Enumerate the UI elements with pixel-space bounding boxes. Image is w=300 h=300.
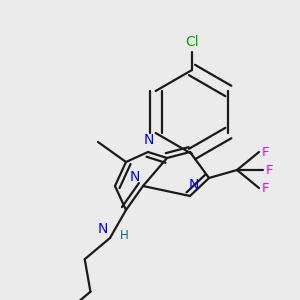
Text: N: N (144, 133, 154, 147)
Text: H: H (120, 229, 128, 242)
Text: N: N (130, 170, 140, 184)
Text: Cl: Cl (185, 35, 199, 49)
Text: F: F (262, 182, 269, 194)
Text: F: F (266, 164, 274, 176)
Text: N: N (98, 222, 108, 236)
Text: N: N (189, 178, 199, 192)
Text: F: F (262, 146, 269, 158)
